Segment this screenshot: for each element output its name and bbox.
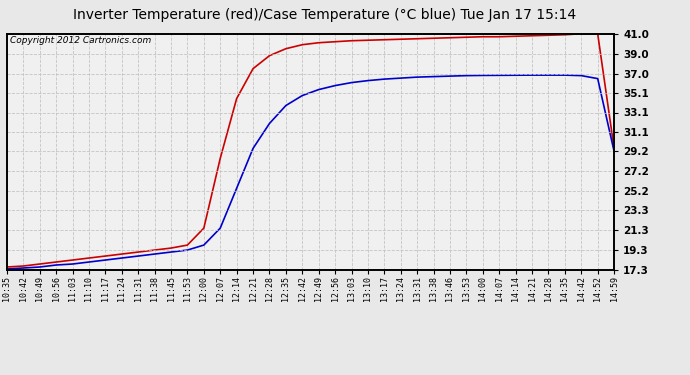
Text: Inverter Temperature (red)/Case Temperature (°C blue) Tue Jan 17 15:14: Inverter Temperature (red)/Case Temperat… (72, 8, 576, 21)
Text: Copyright 2012 Cartronics.com: Copyright 2012 Cartronics.com (10, 36, 151, 45)
